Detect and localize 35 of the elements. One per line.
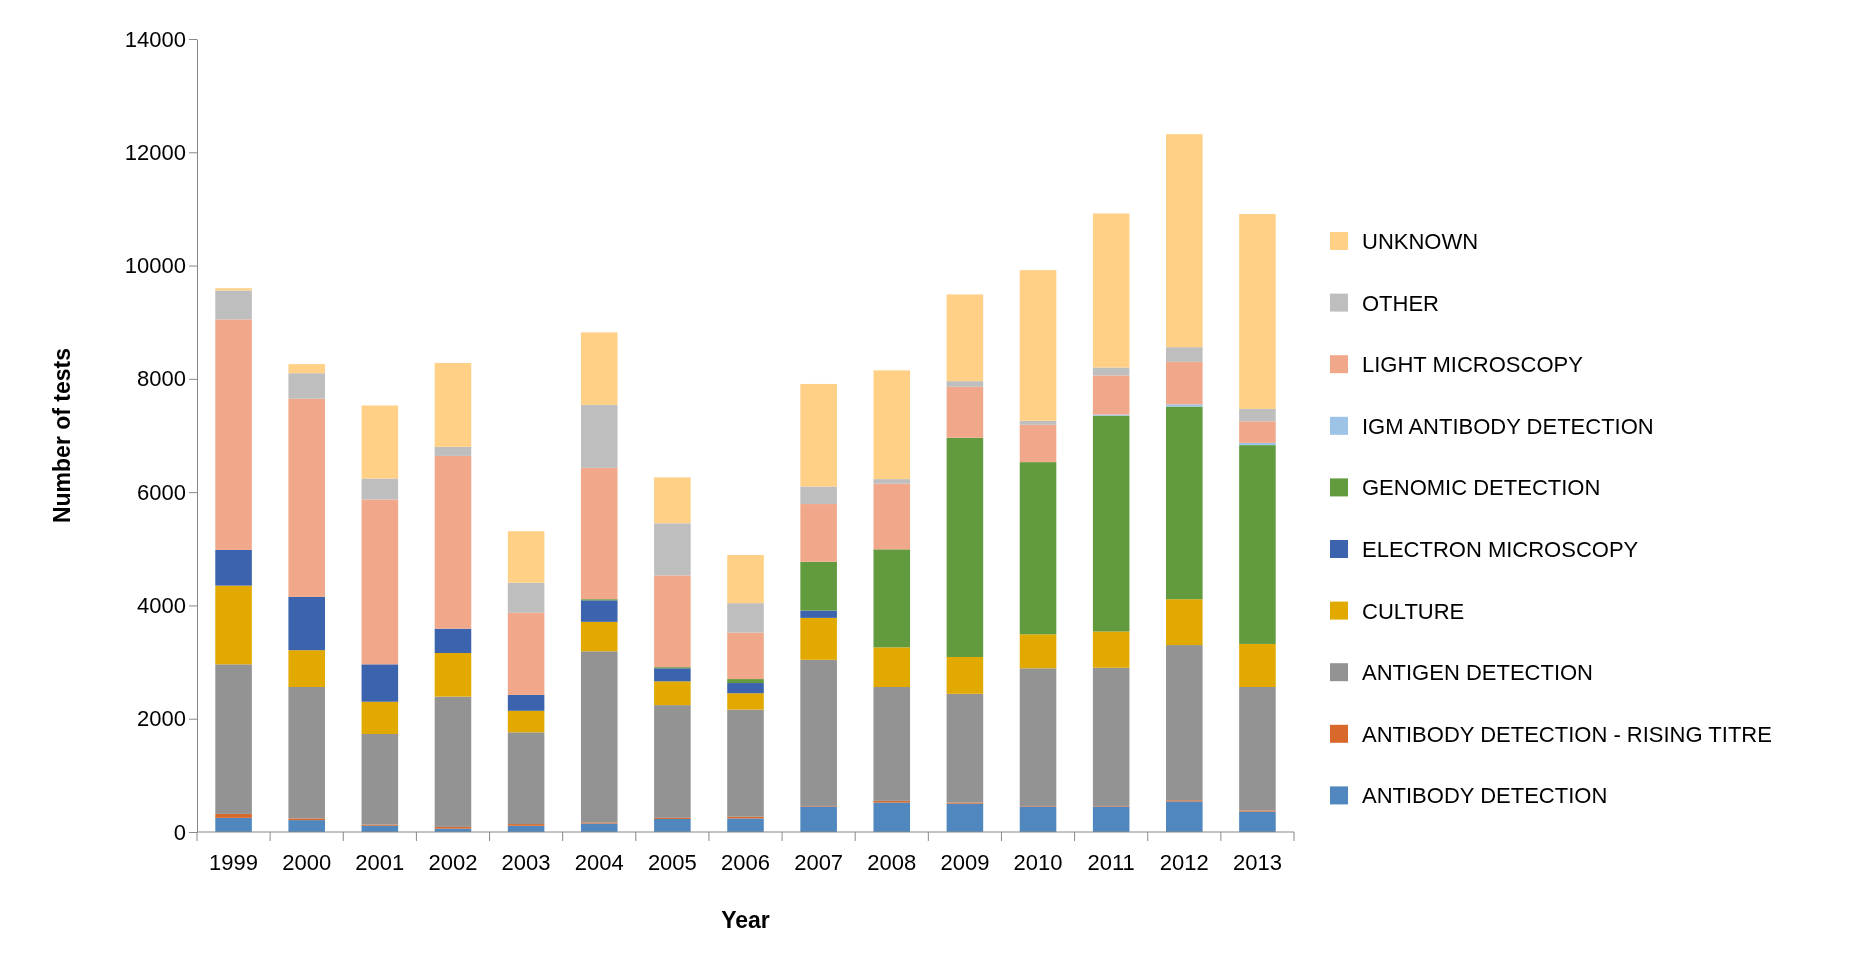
- x-tick-label: 2002: [428, 850, 478, 875]
- x-tick-label: 2001: [355, 850, 405, 875]
- y-tick-label: 4000: [137, 592, 186, 618]
- x-tick-label: 2010: [1013, 850, 1063, 875]
- x-tick-label: 2009: [940, 850, 990, 875]
- x-tick-label: 2012: [1159, 850, 1209, 875]
- y-tick-label: 12000: [124, 139, 186, 165]
- y-tick-label: 0: [173, 819, 186, 845]
- x-tick-label: 2007: [794, 850, 844, 875]
- x-tick-label: 2000: [282, 850, 332, 875]
- legend-label: LIGHT MICROSCOPY: [1362, 352, 1584, 378]
- legend-label: IGM ANTIBODY DETECTION: [1362, 413, 1654, 439]
- legend-label: GENOMIC DETECTION: [1362, 475, 1601, 501]
- x-tick-label: 2013: [1232, 850, 1282, 875]
- y-tick-label: 2000: [137, 706, 186, 732]
- x-tick-label: 2011: [1087, 850, 1135, 875]
- x-axis-title: Year: [721, 907, 770, 933]
- legend-label: ANTIBODY DETECTION: [1362, 783, 1608, 809]
- x-tick-label: 2008: [867, 850, 917, 875]
- legend-label: ANTIBODY DETECTION - RISING TITRE: [1362, 721, 1772, 747]
- x-tick-label: 1999: [209, 850, 259, 875]
- y-axis-title: Number of tests: [49, 347, 75, 524]
- y-tick-label: 8000: [137, 366, 186, 392]
- legend-label: UNKNOWN: [1362, 229, 1479, 254]
- legend-label: CULTURE: [1362, 598, 1465, 624]
- legend-label: ANTIGEN DETECTION: [1362, 660, 1594, 686]
- x-tick-label: 2003: [501, 850, 551, 875]
- y-tick-label: 10000: [124, 253, 186, 279]
- y-tick-label: 14000: [124, 26, 186, 52]
- legend-label: OTHER: [1362, 290, 1439, 316]
- x-tick-label: 2005: [647, 850, 697, 875]
- y-tick-label: 6000: [137, 479, 186, 505]
- legend-label: ELECTRON MICROSCOPY: [1362, 537, 1639, 562]
- x-tick-label: 2004: [574, 850, 624, 875]
- x-tick-label: 2006: [721, 850, 770, 875]
